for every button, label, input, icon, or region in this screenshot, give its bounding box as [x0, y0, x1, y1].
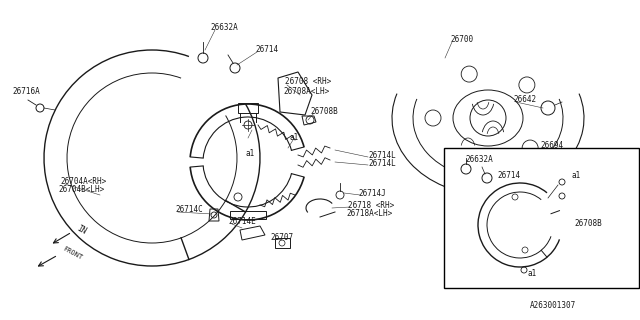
Text: 26714L: 26714L — [368, 158, 396, 167]
Text: 26708B: 26708B — [310, 108, 338, 116]
Text: 26718A<LH>: 26718A<LH> — [346, 209, 392, 218]
Text: 26714L: 26714L — [368, 150, 396, 159]
Text: 26708B: 26708B — [574, 219, 602, 228]
Text: FRONT: FRONT — [62, 245, 84, 260]
Text: 26714: 26714 — [497, 171, 520, 180]
Text: A263001307: A263001307 — [530, 300, 576, 309]
Text: 26707: 26707 — [270, 233, 293, 242]
Text: a1: a1 — [572, 171, 581, 180]
Text: 26632A: 26632A — [210, 23, 237, 33]
Text: IN: IN — [75, 224, 88, 236]
Text: 26700: 26700 — [450, 36, 473, 44]
Text: 26632A: 26632A — [465, 156, 493, 164]
Bar — [444, 148, 639, 288]
Text: 26714E: 26714E — [228, 218, 256, 227]
Text: 26714J: 26714J — [358, 188, 386, 197]
Text: 26708 <RH>: 26708 <RH> — [285, 77, 332, 86]
Text: 26694: 26694 — [540, 140, 563, 149]
Text: 26642: 26642 — [513, 95, 536, 105]
Text: 26714: 26714 — [255, 45, 278, 54]
Text: 26718 <RH>: 26718 <RH> — [348, 201, 394, 210]
Text: 26714C: 26714C — [175, 205, 203, 214]
Text: 26704B<LH>: 26704B<LH> — [58, 186, 104, 195]
Text: 26704A<RH>: 26704A<RH> — [60, 178, 106, 187]
Text: 26716A: 26716A — [12, 87, 40, 97]
Text: 26708A<LH>: 26708A<LH> — [283, 87, 329, 97]
Text: a1: a1 — [290, 133, 300, 142]
Text: a1: a1 — [527, 268, 536, 277]
Text: a1: a1 — [246, 148, 255, 157]
